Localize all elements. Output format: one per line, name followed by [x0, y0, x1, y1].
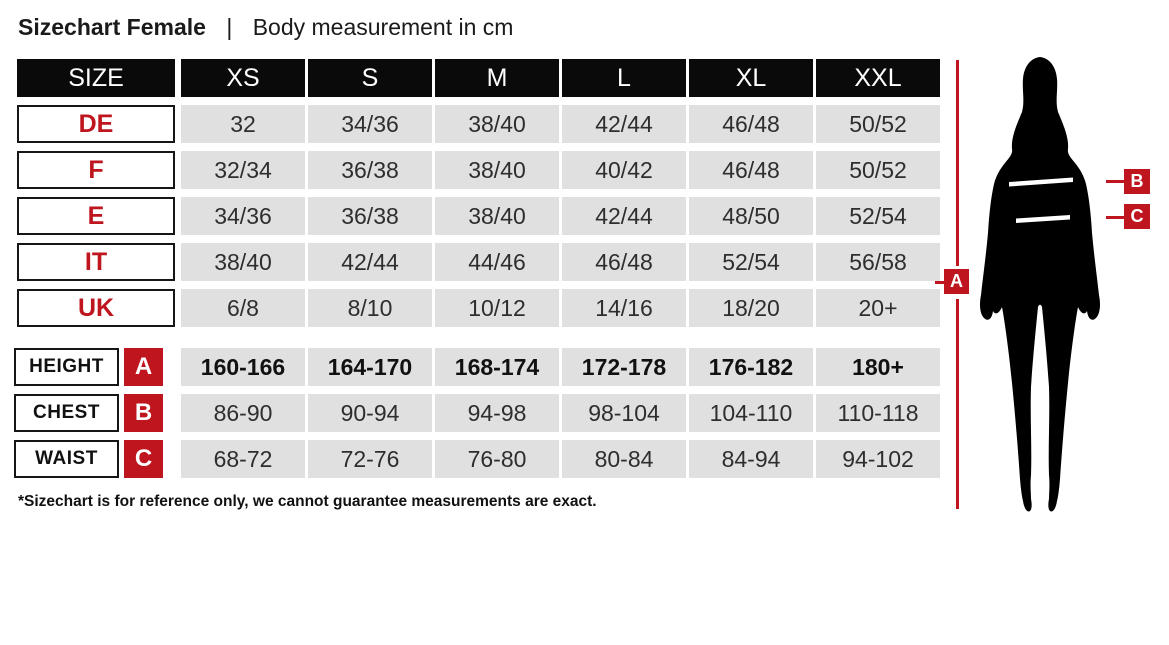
header-cell-l: L [562, 59, 686, 97]
cell-it-xs: 38/40 [181, 243, 305, 281]
row-label-chest: CHEST [14, 394, 119, 432]
row-e: E [14, 197, 178, 235]
header-cell-xs: XS [181, 59, 305, 97]
female-silhouette-figure [980, 57, 1100, 512]
cell-e-xxl: 52/54 [816, 197, 940, 235]
marker-a-tick [935, 281, 944, 284]
figure-marker-b-badge: B [1124, 169, 1150, 194]
row-f: F [14, 151, 178, 189]
cell-de-xxl: 50/52 [816, 105, 940, 143]
cell-waist-xxl: 94-102 [816, 440, 940, 478]
size-table: SIZE XS S M L XL XXL DE 32 34/36 38/40 4… [14, 59, 940, 327]
cell-it-xl: 52/54 [689, 243, 813, 281]
cell-chest-m: 94-98 [435, 394, 559, 432]
header-cell-size: SIZE [17, 59, 175, 97]
header-cell-xxl: XXL [816, 59, 940, 97]
cell-uk-l: 14/16 [562, 289, 686, 327]
cell-f-xxl: 50/52 [816, 151, 940, 189]
height-measure-line [956, 60, 959, 266]
cell-it-l: 46/48 [562, 243, 686, 281]
row-label-f: F [17, 151, 175, 189]
row-label-e: E [17, 197, 175, 235]
header-cell-m: M [435, 59, 559, 97]
cell-uk-s: 8/10 [308, 289, 432, 327]
cell-e-l: 42/44 [562, 197, 686, 235]
row-label-height: HEIGHT [14, 348, 119, 386]
row-label-it: IT [17, 243, 175, 281]
figure-marker-a-badge: A [944, 269, 969, 294]
row-chest: CHEST B [14, 394, 178, 432]
cell-waist-s: 72-76 [308, 440, 432, 478]
figure-marker-c-badge: C [1124, 204, 1150, 229]
cell-height-xxl: 180+ [816, 348, 940, 386]
cell-de-m: 38/40 [435, 105, 559, 143]
marker-b-tick [1106, 180, 1124, 183]
cell-e-m: 38/40 [435, 197, 559, 235]
measurement-table: HEIGHT A 160-166 164-170 168-174 172-178… [14, 348, 940, 478]
title-subtitle: Body measurement in cm [252, 14, 514, 40]
marker-a-badge: A [124, 348, 163, 386]
header-cell-xl: XL [689, 59, 813, 97]
cell-waist-l: 80-84 [562, 440, 686, 478]
row-label-uk: UK [17, 289, 175, 327]
cell-uk-xxl: 20+ [816, 289, 940, 327]
row-label-de: DE [17, 105, 175, 143]
header-cell-size-wrap: SIZE [14, 59, 178, 97]
cell-chest-s: 90-94 [308, 394, 432, 432]
row-uk: UK [14, 289, 178, 327]
cell-waist-xl: 84-94 [689, 440, 813, 478]
cell-height-m: 168-174 [435, 348, 559, 386]
cell-uk-xl: 18/20 [689, 289, 813, 327]
marker-c-badge: C [124, 440, 163, 478]
height-measure-line [956, 299, 959, 509]
footnote: *Sizechart is for reference only, we can… [18, 493, 597, 510]
cell-it-m: 44/46 [435, 243, 559, 281]
cell-f-m: 38/40 [435, 151, 559, 189]
cell-it-xxl: 56/58 [816, 243, 940, 281]
cell-de-xs: 32 [181, 105, 305, 143]
marker-b-badge: B [124, 394, 163, 432]
cell-chest-xxl: 110-118 [816, 394, 940, 432]
cell-de-xl: 46/48 [689, 105, 813, 143]
cell-uk-m: 10/12 [435, 289, 559, 327]
cell-chest-xs: 86-90 [181, 394, 305, 432]
row-label-waist: WAIST [14, 440, 119, 478]
cell-e-xs: 34/36 [181, 197, 305, 235]
cell-it-s: 42/44 [308, 243, 432, 281]
cell-f-s: 36/38 [308, 151, 432, 189]
cell-waist-m: 76-80 [435, 440, 559, 478]
cell-height-s: 164-170 [308, 348, 432, 386]
title-separator: | [226, 14, 233, 40]
cell-height-xs: 160-166 [181, 348, 305, 386]
title-main: Sizechart Female [18, 14, 206, 40]
row-height: HEIGHT A [14, 348, 178, 386]
cell-e-xl: 48/50 [689, 197, 813, 235]
cell-de-s: 34/36 [308, 105, 432, 143]
cell-chest-l: 98-104 [562, 394, 686, 432]
cell-e-s: 36/38 [308, 197, 432, 235]
cell-f-xs: 32/34 [181, 151, 305, 189]
marker-c-tick [1106, 216, 1124, 219]
cell-height-xl: 176-182 [689, 348, 813, 386]
row-it: IT [14, 243, 178, 281]
cell-waist-xs: 68-72 [181, 440, 305, 478]
cell-de-l: 42/44 [562, 105, 686, 143]
header-cell-s: S [308, 59, 432, 97]
cell-f-l: 40/42 [562, 151, 686, 189]
cell-height-l: 172-178 [562, 348, 686, 386]
page-title: Sizechart Female | Body measurement in c… [18, 14, 513, 41]
row-de: DE [14, 105, 178, 143]
row-waist: WAIST C [14, 440, 178, 478]
cell-f-xl: 46/48 [689, 151, 813, 189]
cell-chest-xl: 104-110 [689, 394, 813, 432]
cell-uk-xs: 6/8 [181, 289, 305, 327]
